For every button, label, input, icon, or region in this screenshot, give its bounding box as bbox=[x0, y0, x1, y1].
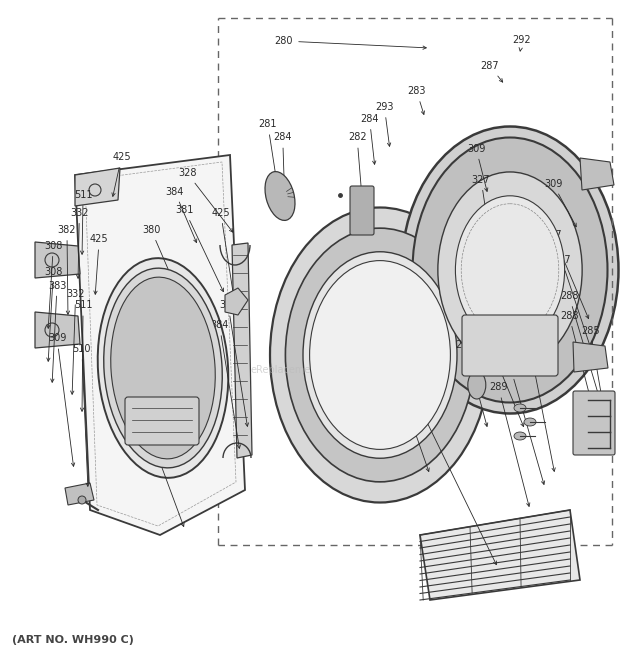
Polygon shape bbox=[35, 242, 80, 278]
Text: 308: 308 bbox=[44, 241, 63, 329]
Text: 328: 328 bbox=[178, 168, 232, 232]
Text: 287: 287 bbox=[480, 61, 503, 82]
Ellipse shape bbox=[412, 137, 608, 403]
Text: 281: 281 bbox=[259, 119, 278, 186]
Text: 384: 384 bbox=[210, 320, 241, 448]
Ellipse shape bbox=[438, 172, 582, 368]
Text: 309: 309 bbox=[467, 143, 488, 192]
Text: 283: 283 bbox=[407, 86, 426, 114]
Text: 328: 328 bbox=[219, 300, 249, 426]
Polygon shape bbox=[225, 288, 248, 315]
Text: (ART NO. WH990 C): (ART NO. WH990 C) bbox=[12, 635, 134, 645]
Text: 425: 425 bbox=[112, 152, 131, 196]
Text: 425: 425 bbox=[211, 208, 236, 301]
FancyBboxPatch shape bbox=[350, 186, 374, 235]
Text: 327: 327 bbox=[472, 175, 493, 249]
Text: 291: 291 bbox=[502, 364, 544, 485]
FancyBboxPatch shape bbox=[462, 315, 558, 376]
FancyBboxPatch shape bbox=[573, 391, 615, 455]
Ellipse shape bbox=[402, 126, 619, 414]
Circle shape bbox=[78, 496, 86, 504]
Text: 381: 381 bbox=[175, 205, 223, 292]
Polygon shape bbox=[573, 342, 608, 372]
Polygon shape bbox=[580, 158, 614, 190]
Text: 332: 332 bbox=[70, 208, 89, 278]
Text: 290: 290 bbox=[477, 330, 524, 426]
Ellipse shape bbox=[187, 334, 205, 346]
Text: 425: 425 bbox=[521, 346, 556, 471]
Text: 280: 280 bbox=[275, 36, 427, 50]
Ellipse shape bbox=[98, 258, 228, 478]
Ellipse shape bbox=[514, 432, 526, 440]
Text: 510: 510 bbox=[73, 344, 91, 486]
Text: 288: 288 bbox=[560, 311, 598, 424]
Text: 511: 511 bbox=[74, 190, 92, 254]
Polygon shape bbox=[75, 168, 120, 206]
Ellipse shape bbox=[104, 268, 222, 468]
Text: 309: 309 bbox=[48, 333, 75, 466]
Text: eReplacementParts.com: eReplacementParts.com bbox=[250, 365, 370, 375]
Text: 309: 309 bbox=[544, 178, 576, 227]
Polygon shape bbox=[35, 312, 80, 348]
Text: 278: 278 bbox=[381, 357, 429, 471]
Polygon shape bbox=[232, 243, 252, 458]
Text: 293: 293 bbox=[375, 102, 394, 146]
Text: 384: 384 bbox=[166, 186, 197, 243]
Text: 282: 282 bbox=[348, 132, 366, 194]
Text: 380: 380 bbox=[142, 225, 188, 317]
Ellipse shape bbox=[309, 260, 450, 449]
Ellipse shape bbox=[468, 371, 486, 399]
Text: 289: 289 bbox=[489, 382, 530, 506]
Text: 332: 332 bbox=[66, 289, 85, 395]
Ellipse shape bbox=[514, 404, 526, 412]
Text: 284: 284 bbox=[273, 132, 292, 204]
Ellipse shape bbox=[456, 196, 565, 344]
Text: 308: 308 bbox=[44, 267, 63, 362]
Ellipse shape bbox=[303, 252, 457, 458]
Text: 288: 288 bbox=[560, 291, 600, 397]
Text: 383: 383 bbox=[48, 280, 66, 382]
Polygon shape bbox=[420, 510, 580, 600]
Text: 279: 279 bbox=[456, 340, 488, 426]
Polygon shape bbox=[75, 155, 245, 535]
Text: 301: 301 bbox=[128, 397, 184, 527]
Ellipse shape bbox=[285, 228, 474, 482]
Text: 287: 287 bbox=[544, 229, 589, 319]
Text: 284: 284 bbox=[360, 114, 379, 165]
Text: 327: 327 bbox=[552, 255, 593, 354]
Ellipse shape bbox=[270, 208, 490, 502]
Ellipse shape bbox=[111, 277, 215, 459]
Text: 382: 382 bbox=[58, 225, 76, 314]
Text: 425: 425 bbox=[90, 234, 108, 294]
Ellipse shape bbox=[524, 418, 536, 426]
Text: 292: 292 bbox=[513, 34, 531, 51]
Text: 285: 285 bbox=[581, 325, 611, 442]
FancyBboxPatch shape bbox=[125, 397, 199, 445]
Text: 150: 150 bbox=[412, 406, 497, 564]
Polygon shape bbox=[65, 483, 94, 505]
Text: 511: 511 bbox=[74, 300, 92, 411]
Ellipse shape bbox=[265, 172, 295, 220]
